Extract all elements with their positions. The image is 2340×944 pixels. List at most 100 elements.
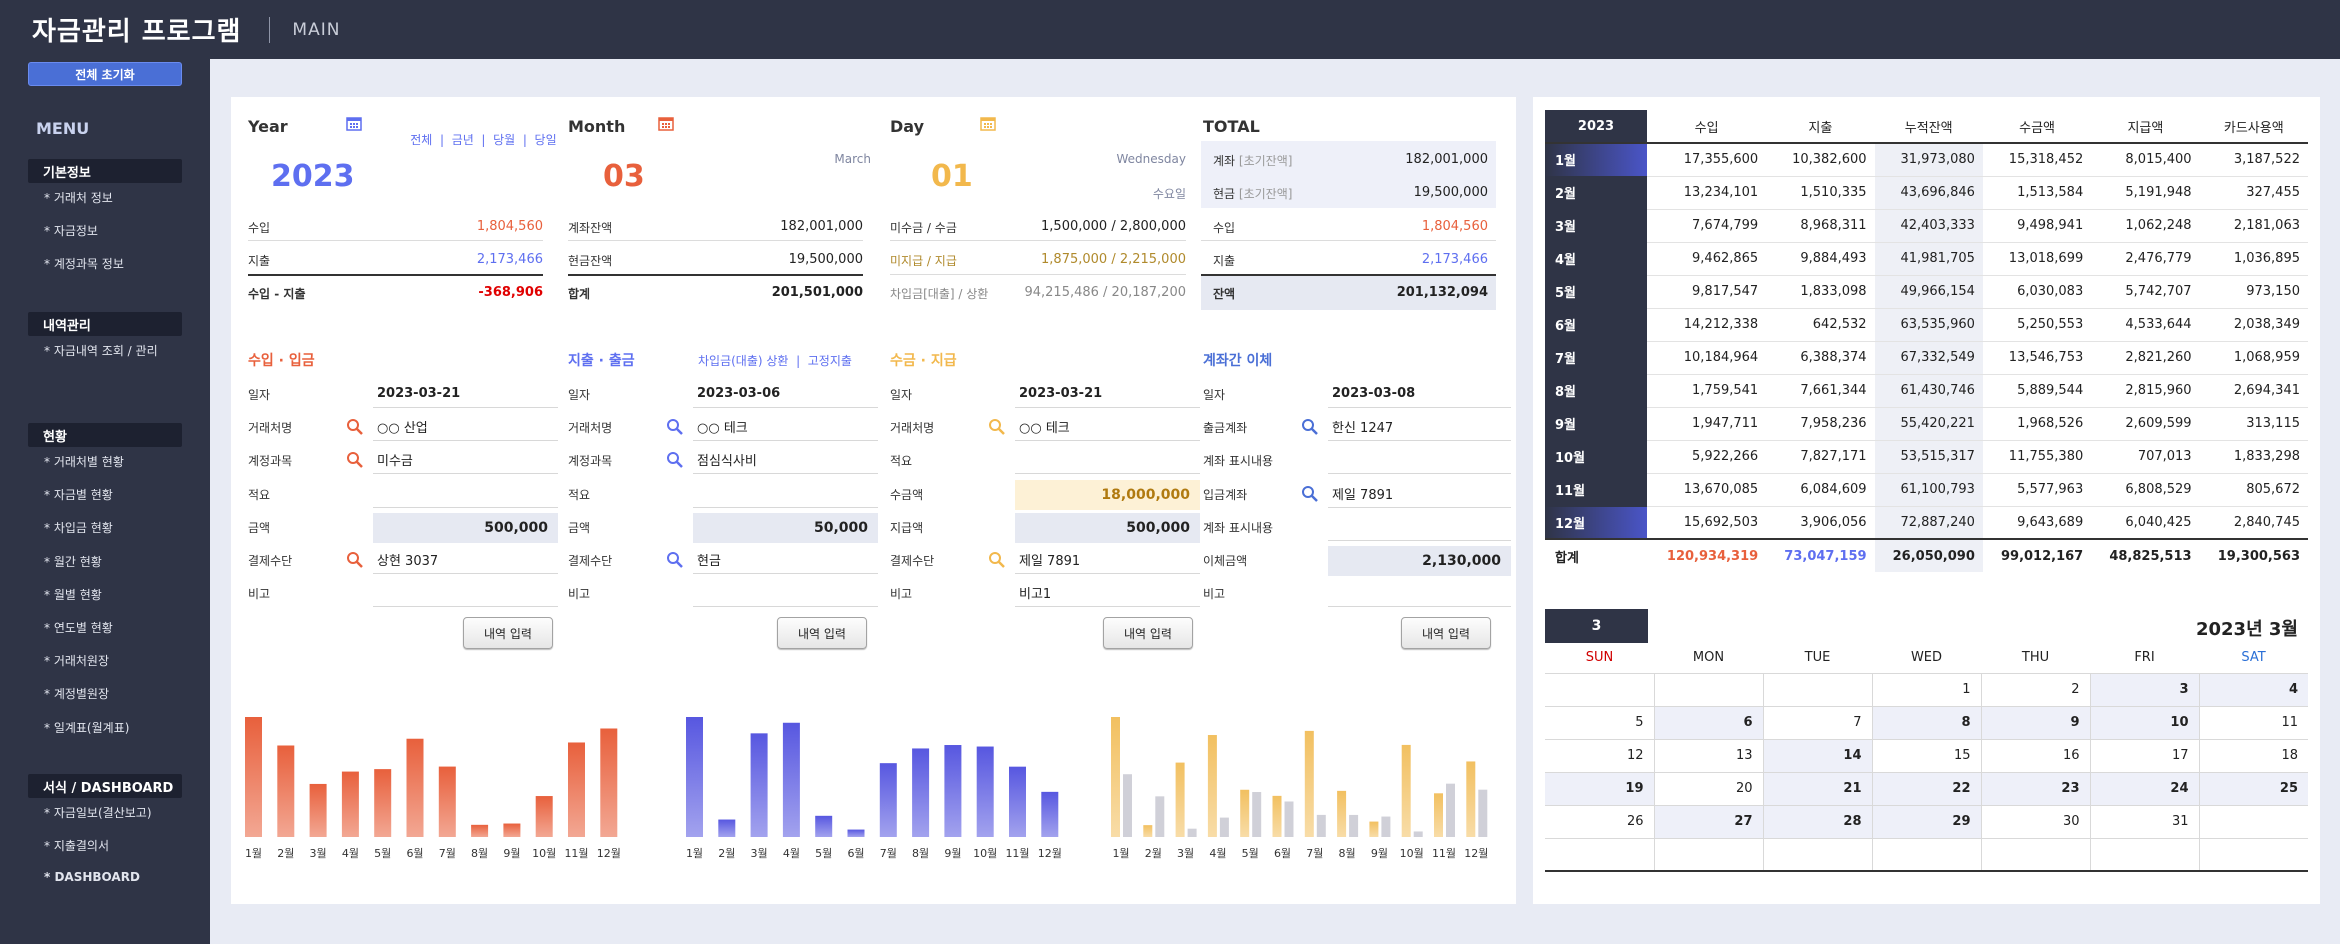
- month-cell[interactable]: 1월: [1545, 143, 1647, 177]
- month-cell[interactable]: 10월: [1545, 440, 1647, 474]
- calendar-day[interactable]: 12: [1545, 738, 1655, 773]
- collect-input-field[interactable]: 제일 7891: [1015, 546, 1200, 574]
- search-icon[interactable]: [988, 551, 1006, 569]
- calendar-day[interactable]: [1653, 837, 1764, 872]
- search-icon[interactable]: [988, 418, 1006, 436]
- search-icon[interactable]: [346, 451, 364, 469]
- sidebar-item[interactable]: * 거래처 정보: [44, 191, 113, 205]
- calendar-day[interactable]: 6: [1653, 705, 1764, 740]
- income-submit-button[interactable]: 내역 입력: [463, 617, 553, 649]
- collect-submit-button[interactable]: 내역 입력: [1103, 617, 1193, 649]
- calendar-day[interactable]: 17: [2089, 738, 2200, 773]
- calendar-icon[interactable]: [980, 115, 996, 131]
- sidebar-item[interactable]: * 거래처원장: [44, 654, 110, 669]
- search-icon[interactable]: [346, 418, 364, 436]
- filter-this-month-link[interactable]: 당월: [493, 133, 516, 147]
- transfer-input-field[interactable]: 제일 7891: [1328, 480, 1511, 508]
- filter-today-link[interactable]: 당일: [534, 133, 557, 147]
- calendar-day[interactable]: 21: [1762, 771, 1873, 806]
- calendar-day[interactable]: 5: [1545, 705, 1655, 740]
- calendar-day[interactable]: 28: [1762, 804, 1873, 839]
- filter-this-year-link[interactable]: 금년: [451, 133, 474, 147]
- sidebar-item[interactable]: * 계정별원장: [44, 687, 110, 702]
- expense-quick-links[interactable]: 차입금(대출) 상환 | 고정지출: [698, 354, 852, 368]
- sidebar-item[interactable]: * 월별 현황: [44, 587, 102, 602]
- sidebar-item[interactable]: * 자금정보: [44, 224, 98, 239]
- calendar-day[interactable]: 10: [2089, 705, 2200, 740]
- transfer-input-field[interactable]: 한신 1247: [1328, 413, 1511, 442]
- transfer-submit-button[interactable]: 내역 입력: [1401, 617, 1491, 649]
- calendar-day[interactable]: [1545, 672, 1655, 707]
- calendar-day[interactable]: 2: [1980, 672, 2091, 707]
- calendar-day[interactable]: 31: [2089, 804, 2200, 839]
- sidebar-item[interactable]: * 일계표(월계표): [44, 720, 130, 735]
- income-amount-field[interactable]: 500,000: [373, 512, 558, 543]
- sidebar-item[interactable]: * 거래처별 현황: [44, 455, 124, 469]
- month-cell[interactable]: 2월: [1545, 176, 1647, 210]
- expense-input-field[interactable]: 점심식사비: [693, 446, 878, 475]
- calendar-day[interactable]: 20: [1653, 771, 1764, 806]
- collect-amount-field[interactable]: 18,000,000: [1015, 479, 1200, 510]
- calendar-day[interactable]: 11: [2198, 705, 2308, 740]
- calendar-day[interactable]: [2198, 837, 2308, 872]
- month-cell[interactable]: 4월: [1545, 242, 1647, 276]
- calendar-day[interactable]: 22: [1871, 771, 1982, 806]
- collect-input-field[interactable]: 2023-03-21: [1015, 380, 1200, 408]
- calendar-day[interactable]: [1762, 837, 1873, 872]
- transfer-input-field[interactable]: [1328, 513, 1511, 541]
- sidebar-item[interactable]: * 월간 현황: [44, 554, 102, 569]
- month-cell[interactable]: 3월: [1545, 209, 1647, 243]
- transfer-input-field[interactable]: [1328, 579, 1511, 608]
- sidebar-item[interactable]: * 차입금 현황: [44, 521, 113, 536]
- calendar-icon[interactable]: [658, 115, 674, 131]
- calendar-day[interactable]: 30: [1980, 804, 2091, 839]
- calendar-day[interactable]: [1653, 672, 1764, 707]
- calendar-day[interactable]: 18: [2198, 738, 2308, 773]
- sidebar-item[interactable]: * 자금내역 조회 / 관리: [44, 344, 158, 358]
- search-icon[interactable]: [1301, 418, 1319, 436]
- search-icon[interactable]: [346, 551, 364, 569]
- search-icon[interactable]: [1301, 485, 1319, 503]
- reset-all-button[interactable]: 전체 초기화: [28, 62, 182, 86]
- calendar-day[interactable]: [1545, 837, 1655, 872]
- calendar-day[interactable]: 29: [1871, 804, 1982, 839]
- collect-input-field[interactable]: [1015, 446, 1200, 475]
- sidebar-item[interactable]: * 계정과목 정보: [44, 257, 124, 272]
- calendar-day[interactable]: [2198, 804, 2308, 839]
- sidebar-item[interactable]: * DASHBOARD: [44, 870, 140, 885]
- collect-input-field[interactable]: 비고1: [1015, 579, 1200, 608]
- month-cell[interactable]: 5월: [1545, 275, 1647, 309]
- calendar-day[interactable]: 4: [2198, 672, 2308, 707]
- month-cell[interactable]: 8월: [1545, 374, 1647, 408]
- calendar-day[interactable]: [1762, 672, 1873, 707]
- collect-input-field[interactable]: ○○ 테크: [1015, 413, 1200, 442]
- calendar-day[interactable]: 26: [1545, 804, 1655, 839]
- income-input-field[interactable]: 상현 3037: [373, 546, 558, 574]
- transfer-amount-field[interactable]: 2,130,000: [1328, 546, 1511, 576]
- sidebar-item[interactable]: * 자금별 현황: [44, 488, 113, 503]
- calendar-day[interactable]: 27: [1653, 804, 1764, 839]
- calendar-day[interactable]: 24: [2089, 771, 2200, 806]
- search-icon[interactable]: [666, 451, 684, 469]
- sidebar-item[interactable]: * 지출결의서: [44, 839, 110, 854]
- calendar-day[interactable]: 23: [1980, 771, 2091, 806]
- calendar-icon[interactable]: [346, 115, 362, 131]
- month-cell[interactable]: 12월: [1545, 506, 1647, 540]
- month-cell[interactable]: 11월: [1545, 473, 1647, 507]
- calendar-day[interactable]: 14: [1762, 738, 1873, 773]
- income-input-field[interactable]: [373, 579, 558, 608]
- calendar-day[interactable]: 9: [1980, 705, 2091, 740]
- income-input-field[interactable]: [373, 480, 558, 508]
- search-icon[interactable]: [666, 551, 684, 569]
- calendar-day[interactable]: 3: [2089, 672, 2200, 707]
- expense-input-field[interactable]: 2023-03-06: [693, 380, 878, 408]
- sidebar-item[interactable]: * 자금일보(결산보고): [44, 806, 152, 820]
- calendar-day[interactable]: 13: [1653, 738, 1764, 773]
- calendar-day[interactable]: 15: [1871, 738, 1982, 773]
- month-cell[interactable]: 6월: [1545, 308, 1647, 342]
- expense-input-field[interactable]: 현금: [693, 546, 878, 574]
- calendar-day[interactable]: 7: [1762, 705, 1873, 740]
- calendar-day[interactable]: [2089, 837, 2200, 872]
- search-icon[interactable]: [666, 418, 684, 436]
- filter-all-link[interactable]: 전체: [410, 133, 433, 147]
